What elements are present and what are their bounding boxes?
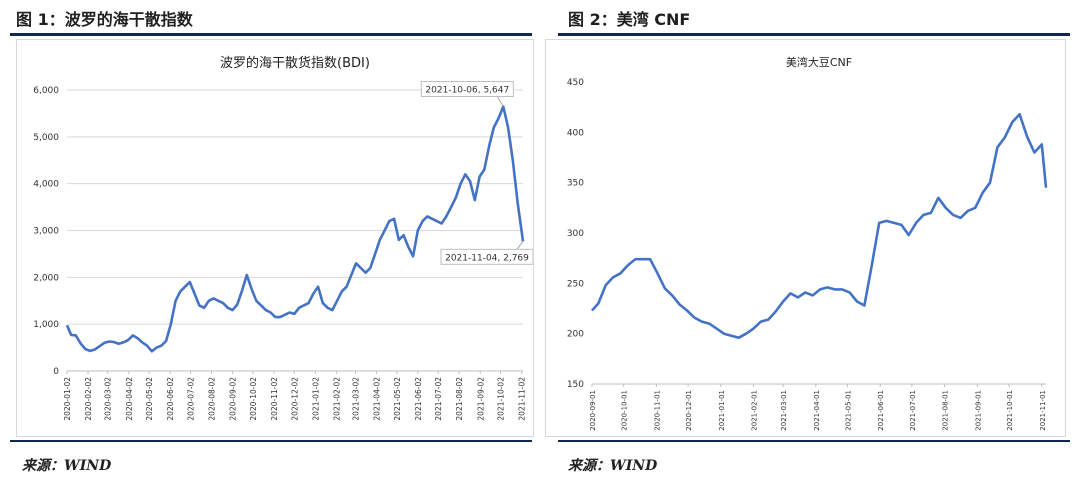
bdi-x-tick-label: 2021-02-02 [332,377,341,421]
bdi-x-tick-label: 2021-11-02 [518,377,527,421]
bdi-x-tick-label: 2020-12-02 [290,377,299,421]
cnf-x-tick-label: 2020-09-01 [589,390,597,431]
bdi-annotation-leader [496,96,504,107]
bdi-x-tick-label: 2020-02-02 [84,377,93,421]
figure-1-heading: 图 1：波罗的海干散指数 [16,10,193,29]
cnf-x-tick-label: 2021-09-01 [974,390,982,431]
bdi-x-tick-label: 2021-08-02 [455,377,464,421]
cnf-x-tick-label: 2021-11-01 [1039,390,1047,431]
cnf-x-tick-label: 2021-06-01 [877,390,885,431]
bdi-x-tick-label: 2020-10-02 [249,377,258,421]
figure-2-source: 来源：WIND [568,458,658,474]
bdi-annotation-leader [516,241,524,250]
figure-2-top-rule [558,33,1070,36]
cnf-y-tick-label: 350 [567,179,584,189]
bdi-y-tick-label: 5,000 [33,133,59,143]
bdi-x-tick-label: 2020-09-02 [229,377,238,421]
bdi-title: 波罗的海干散货指数(BDI) [220,55,370,71]
bdi-y-tick-label: 1,000 [33,320,59,330]
bdi-x-tick-label: 2020-01-02 [63,377,72,421]
cnf-x-tick-label: 2021-07-01 [909,390,917,431]
figure-2-bottom-rule [558,440,1070,442]
cnf-chart: 美湾大豆CNF 150 200 250 300 350 400 450 2020-09-01 20… [567,55,1048,431]
cnf-y-tick-label: 300 [567,229,584,239]
cnf-chart-frame: 美湾大豆CNF 150 200 250 300 350 400 450 2020-09-01 20… [545,39,1066,437]
bdi-annotation-label: 2021-11-04, 2,769 [445,253,529,263]
figure-1-source: 来源：WIND [22,458,112,474]
bdi-x-tick-label: 2020-08-02 [208,377,217,421]
cnf-title: 美湾大豆CNF [786,55,852,69]
bdi-x-tick-label: 2021-01-02 [311,377,320,421]
bdi-x-tick-label: 2020-03-02 [104,377,113,421]
cnf-x-tick-label: 2021-04-01 [813,390,821,431]
cnf-y-tick-label: 250 [567,279,584,289]
cnf-x-tick-label: 2020-11-01 [653,390,661,431]
cnf-x-tick-label: 2021-05-01 [845,390,853,431]
cnf-x-tick-label: 2021-02-01 [751,390,759,431]
bdi-x-tick-label: 2021-05-02 [393,377,402,421]
cnf-y-tick-label: 200 [567,330,584,340]
bdi-y-tick-label: 2,000 [33,273,59,283]
bdi-x-tick-label: 2020-11-02 [270,377,279,421]
cnf-x-tick-label: 2021-10-01 [1006,390,1014,431]
cnf-x-tick-label: 2020-10-01 [621,390,629,431]
bdi-annotation-label: 2021-10-06, 5,647 [425,86,509,96]
figure-1-bottom-rule [10,440,532,442]
bdi-x-tick-label: 2021-04-02 [372,377,381,421]
bdi-x-tick-label: 2021-09-02 [476,377,485,421]
bdi-y-tick-label: 6,000 [33,86,59,96]
bdi-y-tick-label: 4,000 [33,180,59,190]
bdi-annotation-box [420,81,514,98]
bdi-x-tick-label: 2021-10-02 [497,377,506,421]
bdi-series-line [65,105,525,353]
cnf-y-tick-label: 450 [567,78,584,88]
cnf-x-tick-label: 2021-03-01 [780,390,788,431]
cnf-series-line [591,112,1048,340]
cnf-y-tick-label: 150 [567,380,584,390]
bdi-x-tick-label: 2020-04-02 [125,377,134,421]
cnf-y-tick-label: 400 [567,128,584,138]
cnf-x-tick-label: 2021-08-01 [942,390,950,431]
bdi-y-tick-label: 0 [53,367,59,377]
figure-1-top-rule [10,33,532,36]
bdi-x-tick-label: 2021-03-02 [351,377,360,421]
bdi-y-tick-label: 3,000 [33,227,59,237]
cnf-x-tick-label: 2020-12-01 [685,390,693,431]
bdi-chart: 波罗的海干散货指数(BDI) 0 1,000 2,000 3,000 4,000 5,000… [33,55,534,421]
bdi-x-tick-label: 2020-07-02 [187,377,196,421]
cnf-x-tick-label: 2021-01-01 [718,390,726,431]
bdi-x-tick-label: 2021-07-02 [434,377,443,421]
bdi-chart-frame: 波罗的海干散货指数(BDI) 0 1,000 2,000 3,000 4,000 5,000… [16,39,534,437]
figure-2-heading: 图 2：美湾 CNF [568,10,691,29]
bdi-x-tick-label: 2021-06-02 [414,377,423,421]
bdi-x-tick-label: 2020-05-02 [145,377,154,421]
bdi-x-tick-label: 2020-06-02 [166,377,175,421]
